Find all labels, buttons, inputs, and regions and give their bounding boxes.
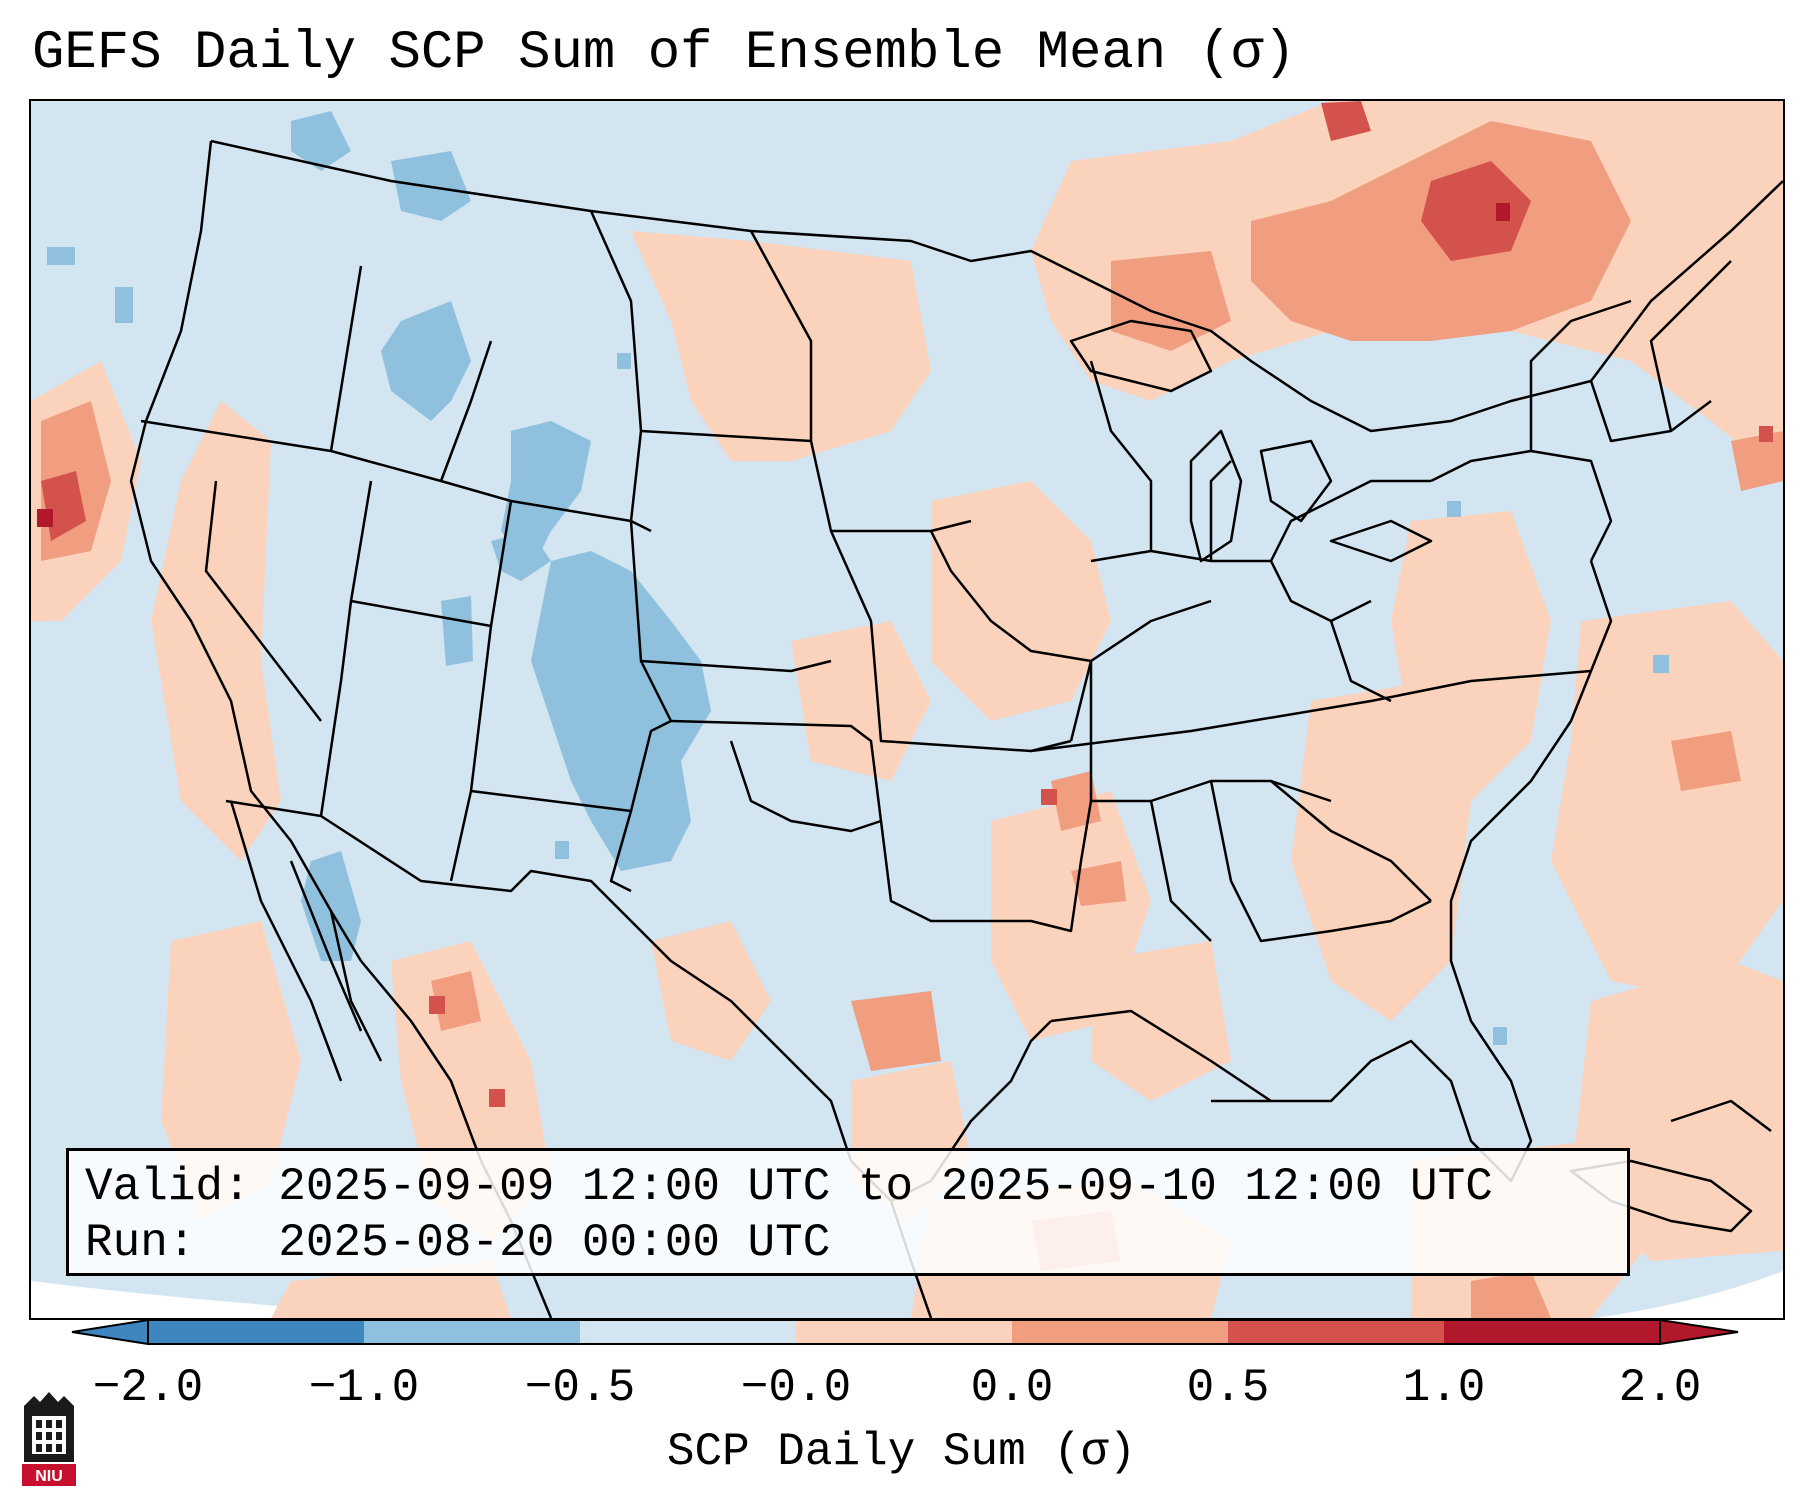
colorbar-label: SCP Daily Sum (σ) [666,1426,1137,1478]
colorbar-segment [1228,1320,1445,1344]
projection-edge [31,1281,472,1318]
valid-label: Valid: [85,1161,251,1213]
projection-edge-right [1595,1271,1783,1318]
map-canvas [31,101,1783,1318]
state-boundaries [129,139,1783,1318]
logo-text: NIU [35,1468,63,1485]
colorbar-tick-label: −0.5 [524,1362,636,1414]
niu-logo: NIU [22,1392,76,1486]
colorbar-segment [148,1320,365,1344]
colorbar-tick-label: −2.0 [92,1362,204,1414]
anomaly-negative [47,111,1669,1045]
map-title: GEFS Daily SCP Sum of Ensemble Mean (σ) [32,23,1296,84]
colorbar-segment [364,1320,581,1344]
validity-info-box: Valid: 2025-09-09 12:00 UTC to 2025-09-1… [66,1148,1630,1276]
colorbar [71,1318,1739,1346]
colorbar-tick-label: 1.0 [1402,1362,1486,1414]
anomaly-high-positive [37,101,1773,1107]
colorbar-tick-label: −1.0 [308,1362,420,1414]
colorbar-segment [1444,1320,1661,1344]
colorbar-segment [796,1320,1013,1344]
colorbar-segment [580,1320,797,1344]
run-label: Run: [85,1217,196,1269]
map-panel[interactable] [29,99,1785,1320]
colorbar-tick-label: 0.5 [1186,1362,1270,1414]
colorbar-tick-label: 2.0 [1618,1362,1702,1414]
colorbar-extend-min [71,1318,149,1346]
colorbar-tick-label: −0.0 [740,1362,852,1414]
colorbar-tick-label: 0.0 [970,1362,1054,1414]
run-time: 2025-08-20 00:00 UTC [278,1217,831,1269]
colorbar-segment [1012,1320,1229,1344]
colorbar-extend-max [1659,1318,1739,1346]
colorbar-border [147,1319,1661,1345]
valid-time-range: 2025-09-09 12:00 UTC to 2025-09-10 12:00… [278,1161,1493,1213]
